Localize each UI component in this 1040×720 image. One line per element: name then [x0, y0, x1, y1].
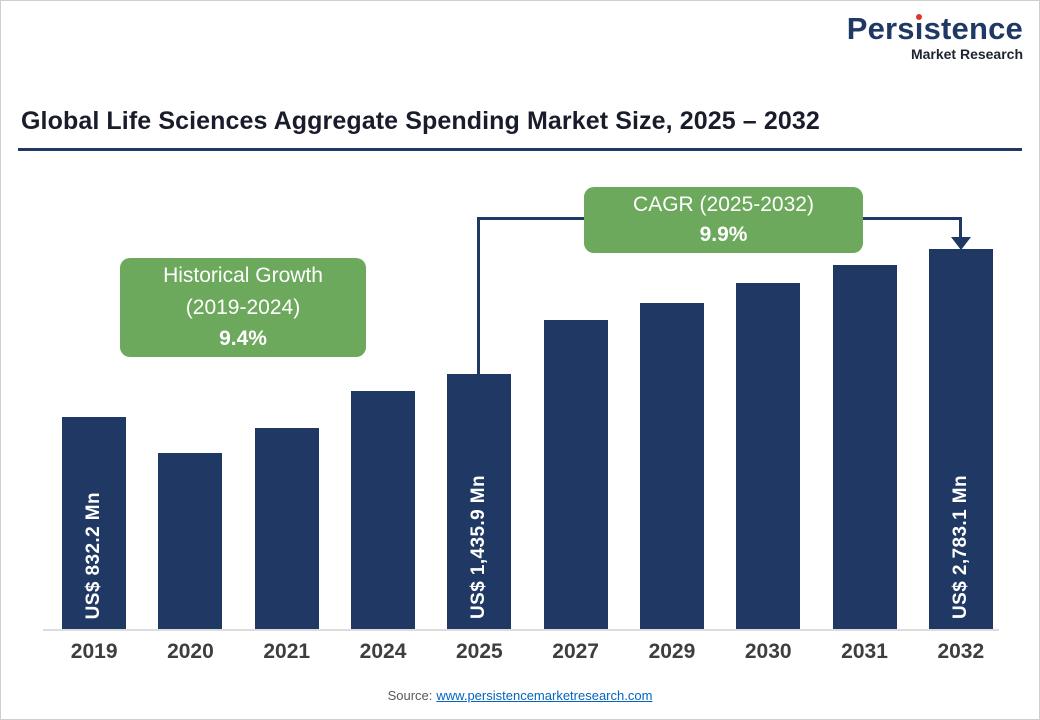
cagr-callout: CAGR (2025-2032) 9.9%: [584, 187, 863, 253]
cagr-bracket-left-line: [477, 217, 480, 375]
x-tick-2020: 2020: [167, 640, 214, 663]
bar-cell-2021: [239, 249, 335, 629]
bar-2021: [254, 428, 319, 629]
x-tick-2029: 2029: [648, 640, 696, 663]
chart-title: Global Life Sciences Aggregate Spending …: [21, 107, 820, 135]
bar-cell-2020: [142, 249, 238, 629]
bar-cell-2025: US$ 1,435.9 Mn: [431, 249, 527, 629]
brand-wordmark: Persı stence: [846, 11, 1023, 46]
bar-2020: [158, 453, 223, 629]
x-tick-2024: 2024: [359, 640, 407, 663]
bar-2027: [543, 320, 608, 629]
cagr-arrow-down-icon: [951, 237, 971, 250]
bar-value-label-2032: US$ 2,783.1 Mn: [949, 475, 971, 619]
brand-logo: Persı stence Market Research: [846, 11, 1023, 62]
bar-2025: US$ 1,435.9 Mn: [447, 374, 512, 629]
bar-chart: US$ 832.2 Mn US$ 1,435.9 Mn US$ 2,783.1 Mn: [46, 249, 1009, 629]
x-tick-2031: 2031: [841, 640, 888, 663]
historical-growth-period: (2019-2024): [185, 295, 301, 319]
cagr-label: CAGR (2025-2032): [633, 192, 814, 216]
source-line: Source: www.persistencemarketresearch.com: [1, 688, 1039, 703]
logo-red-dot-icon: [915, 14, 922, 20]
source-label: Source:: [387, 688, 433, 703]
brand-letter-i: ı: [914, 11, 924, 46]
bar-cell-2019: US$ 832.2 Mn: [46, 249, 142, 629]
historical-growth-value: 9.4%: [219, 327, 267, 351]
x-tick-2027: 2027: [552, 640, 599, 663]
x-tick-2021: 2021: [263, 640, 311, 663]
source-link[interactable]: www.persistencemarketresearch.com: [436, 688, 653, 703]
x-axis-line: [43, 629, 999, 631]
bar-2029: [639, 303, 704, 629]
title-underline: [18, 148, 1022, 151]
x-tick-2025: 2025: [455, 640, 503, 663]
historical-growth-label: Historical Growth: [163, 264, 323, 288]
bar-value-label-2025: US$ 1,435.9 Mn: [468, 475, 490, 619]
bar-cell-2027: [527, 249, 623, 629]
bar-2031: [832, 265, 897, 629]
bar-cell-2032: US$ 2,783.1 Mn: [913, 249, 1009, 629]
bar-2024: [351, 391, 416, 629]
bar-cell-2024: [335, 249, 431, 629]
bar-2030: [736, 283, 801, 629]
x-tick-2019: 2019: [70, 640, 118, 663]
bar-cell-2029: [624, 249, 720, 629]
bar-cell-2030: [720, 249, 816, 629]
cagr-value: 9.9%: [699, 223, 748, 246]
brand-text-post: stence: [923, 11, 1023, 46]
brand-text-pre: Pers: [846, 11, 915, 46]
bar-2032: US$ 2,783.1 Mn: [928, 249, 993, 629]
cagr-bracket-right-line: [959, 217, 962, 239]
bar-2019: US$ 832.2 Mn: [62, 417, 127, 629]
x-tick-2032: 2032: [937, 640, 985, 663]
bar-value-label-2019: US$ 832.2 Mn: [83, 491, 105, 619]
x-axis-labels: 2019 2020 2021 2024 2025 2027 2029 2030 2031 2032: [46, 640, 1009, 664]
historical-growth-callout: Historical Growth (2019-2024) 9.4%: [120, 258, 366, 357]
x-tick-2030: 2030: [744, 640, 792, 663]
brand-tagline: Market Research: [910, 45, 1023, 62]
bar-cell-2031: [816, 249, 912, 629]
